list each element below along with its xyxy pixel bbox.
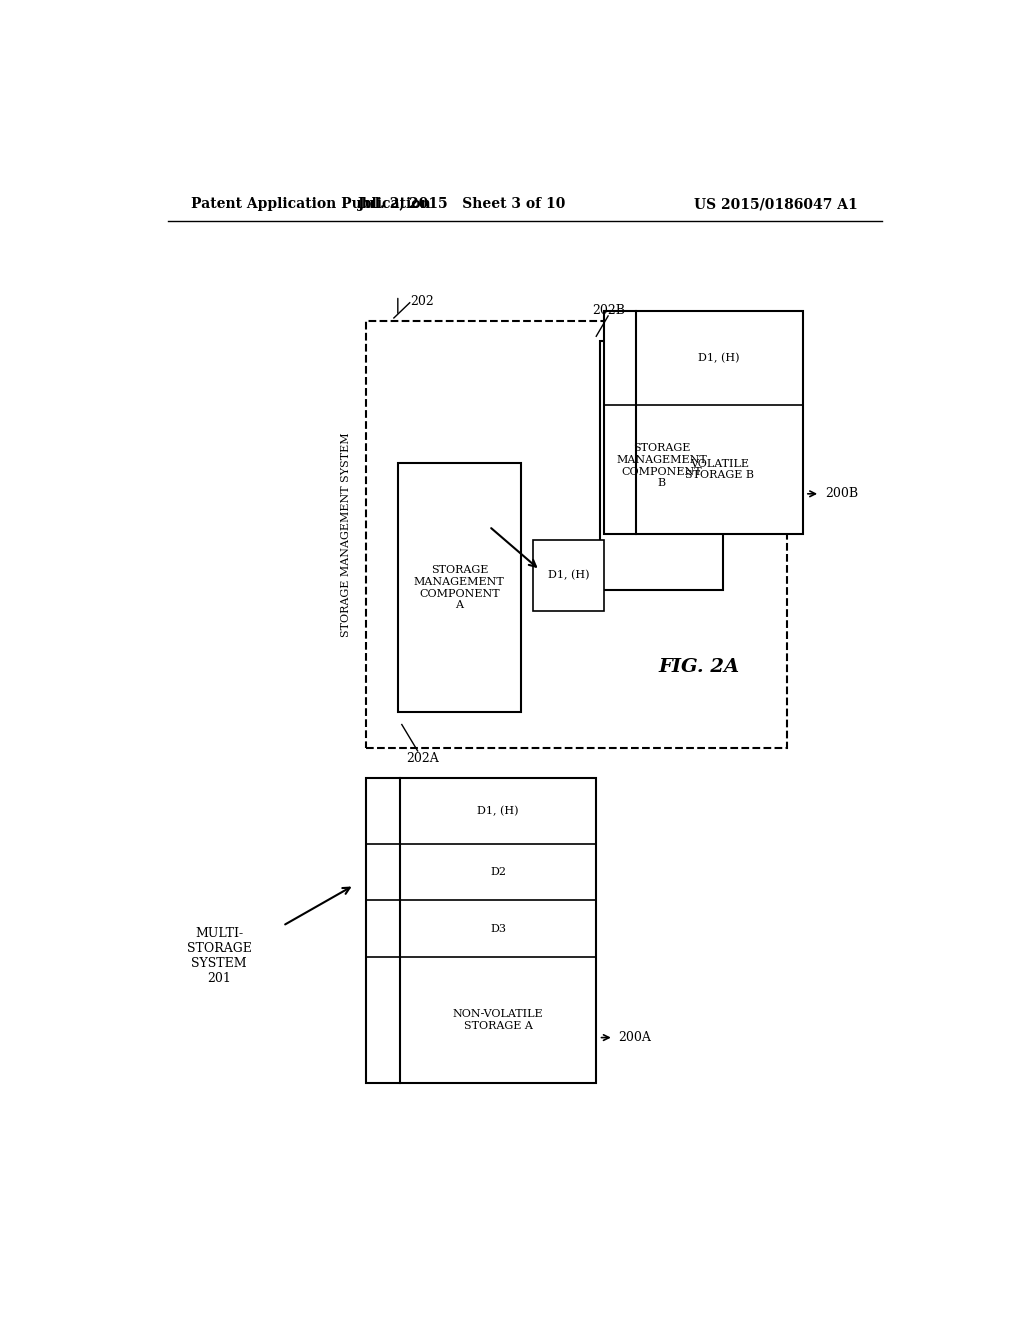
Text: D3: D3 — [490, 924, 506, 933]
Text: Patent Application Publication: Patent Application Publication — [191, 197, 431, 211]
Text: STORAGE MANAGEMENT SYSTEM: STORAGE MANAGEMENT SYSTEM — [341, 432, 351, 636]
Text: MULTI-
STORAGE
SYSTEM
201: MULTI- STORAGE SYSTEM 201 — [186, 927, 252, 985]
Text: 202A: 202A — [406, 751, 438, 764]
Text: NON-VOLATILE
STORAGE A: NON-VOLATILE STORAGE A — [453, 1010, 544, 1031]
Bar — [604, 312, 803, 535]
Text: STORAGE
MANAGEMENT
COMPONENT
A: STORAGE MANAGEMENT COMPONENT A — [414, 565, 505, 610]
Bar — [600, 342, 723, 590]
Text: D1, (H): D1, (H) — [698, 352, 740, 363]
Text: 202: 202 — [410, 294, 433, 308]
Bar — [532, 540, 604, 611]
Text: D1, (H): D1, (H) — [477, 807, 519, 816]
Text: US 2015/0186047 A1: US 2015/0186047 A1 — [694, 197, 858, 211]
Bar — [367, 779, 596, 1084]
Bar — [367, 321, 786, 748]
Bar — [397, 463, 521, 713]
Text: FIG. 2A: FIG. 2A — [658, 657, 740, 676]
Text: 202B: 202B — [592, 305, 626, 317]
Text: 200A: 200A — [618, 1031, 651, 1044]
Text: 200B: 200B — [824, 487, 858, 500]
Text: STORAGE
MANAGEMENT
COMPONENT
B: STORAGE MANAGEMENT COMPONENT B — [616, 444, 707, 488]
Text: VOLATILE
STORAGE B: VOLATILE STORAGE B — [685, 459, 754, 480]
Text: Jul. 2, 2015   Sheet 3 of 10: Jul. 2, 2015 Sheet 3 of 10 — [357, 197, 565, 211]
Text: D1, (H): D1, (H) — [548, 570, 589, 581]
Text: D2: D2 — [490, 867, 506, 878]
